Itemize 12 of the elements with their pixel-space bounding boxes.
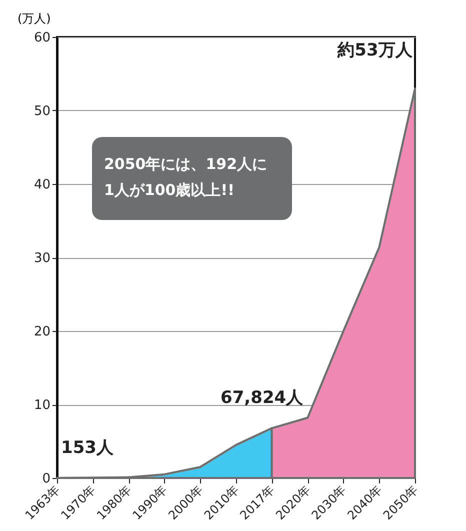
y-tick-label: 10: [34, 398, 50, 413]
y-tick-label: 40: [34, 178, 50, 192]
annotation: 67,824人: [220, 388, 304, 408]
speech-box: 2050年には、192人に 1人が100歳以上!!: [92, 137, 292, 220]
annotation: 153人: [61, 438, 114, 458]
y-tick-label: 0: [42, 472, 50, 486]
y-tick-label: 50: [34, 104, 50, 119]
y-tick-label: 60: [34, 30, 50, 46]
y-tick-label: 20: [34, 324, 50, 340]
y-tick-label: 30: [34, 251, 50, 266]
y-axis-title: (万人): [18, 12, 51, 26]
annotation: 約53万人: [336, 40, 414, 60]
